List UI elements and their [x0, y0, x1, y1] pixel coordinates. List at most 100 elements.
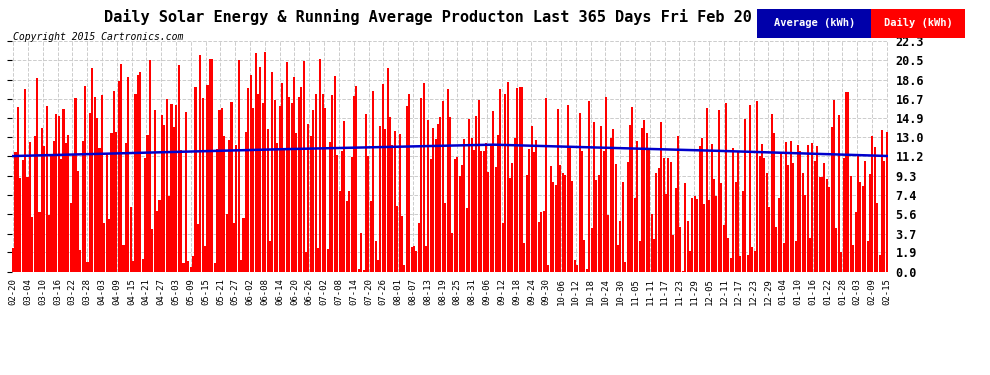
Bar [418, 223, 420, 272]
Bar [448, 117, 451, 272]
Bar [256, 94, 259, 272]
Bar [667, 158, 669, 272]
Bar [34, 136, 36, 272]
Bar [554, 185, 556, 272]
Bar [761, 144, 763, 272]
Bar [437, 124, 439, 272]
Bar [79, 250, 81, 272]
Bar [531, 126, 533, 272]
Bar [746, 255, 748, 272]
Bar [49, 216, 50, 272]
Bar [211, 58, 213, 272]
Bar [792, 163, 794, 272]
Bar [684, 183, 686, 272]
Bar [842, 158, 844, 272]
Bar [706, 108, 708, 272]
Bar [401, 216, 403, 272]
Bar [84, 86, 86, 272]
Bar [259, 68, 261, 272]
Bar [209, 59, 211, 272]
Bar [204, 246, 206, 272]
Bar [728, 238, 730, 272]
Bar [456, 157, 458, 272]
Bar [603, 151, 605, 272]
Bar [163, 125, 165, 272]
Bar [91, 68, 93, 272]
Bar [814, 161, 816, 272]
Bar [713, 179, 715, 272]
Bar [288, 98, 290, 272]
Bar [69, 202, 71, 272]
Text: Average (kWh): Average (kWh) [773, 18, 855, 28]
Bar [158, 200, 160, 272]
Bar [740, 256, 742, 272]
Bar [276, 143, 278, 272]
Bar [492, 111, 494, 272]
Bar [147, 135, 148, 272]
Bar [807, 145, 809, 272]
Bar [716, 196, 718, 272]
Bar [653, 239, 655, 272]
Bar [475, 116, 477, 272]
Bar [98, 148, 101, 272]
Bar [411, 247, 413, 272]
Bar [320, 59, 322, 272]
Bar [416, 251, 418, 272]
Bar [261, 102, 263, 272]
Bar [507, 82, 509, 272]
Bar [627, 162, 629, 272]
Bar [374, 241, 376, 272]
Bar [180, 150, 182, 272]
Bar [544, 98, 547, 272]
Bar [350, 157, 352, 272]
Bar [859, 182, 861, 272]
Bar [216, 149, 218, 272]
Bar [324, 108, 326, 272]
Bar [236, 145, 238, 272]
Bar [283, 149, 285, 272]
Bar [881, 130, 883, 272]
Bar [478, 100, 480, 272]
Bar [593, 122, 595, 272]
Bar [854, 212, 856, 272]
Bar [841, 252, 842, 272]
Bar [561, 172, 563, 272]
Bar [502, 223, 504, 272]
Bar [50, 156, 52, 272]
Bar [32, 217, 34, 272]
Bar [286, 62, 288, 272]
Bar [332, 95, 334, 272]
Bar [226, 214, 228, 272]
Bar [660, 122, 662, 272]
Bar [605, 97, 607, 272]
Bar [453, 159, 455, 272]
Bar [871, 136, 873, 272]
Bar [27, 177, 29, 272]
Bar [185, 112, 187, 272]
Bar [295, 133, 297, 272]
Bar [182, 263, 184, 272]
Bar [497, 135, 499, 272]
Bar [514, 138, 516, 272]
Bar [733, 148, 735, 272]
Bar [829, 187, 831, 272]
Bar [266, 129, 268, 272]
Bar [24, 89, 26, 272]
Bar [607, 215, 610, 272]
Bar [687, 221, 689, 272]
Bar [549, 166, 551, 272]
Bar [819, 177, 821, 272]
Bar [458, 176, 460, 272]
Bar [876, 203, 878, 272]
Bar [151, 229, 153, 272]
Bar [399, 134, 401, 272]
Bar [682, 271, 684, 272]
Bar [833, 100, 835, 272]
Bar [787, 165, 789, 272]
Bar [161, 115, 163, 272]
Bar [408, 93, 410, 272]
Bar [600, 126, 602, 272]
Bar [425, 246, 427, 272]
Bar [662, 158, 664, 272]
Bar [595, 180, 597, 272]
